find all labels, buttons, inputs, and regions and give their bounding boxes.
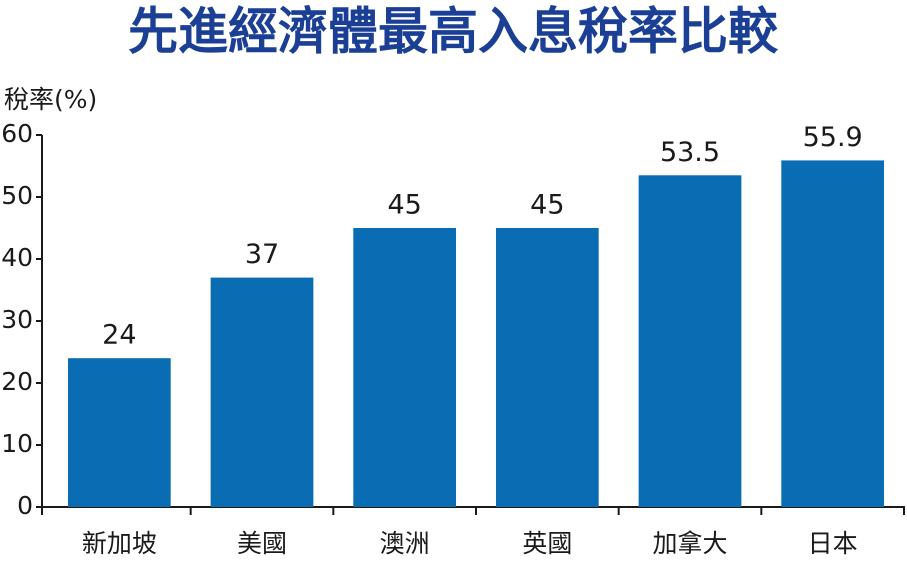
bar xyxy=(353,228,457,507)
y-tick-label: 40 xyxy=(1,243,33,272)
bar xyxy=(210,277,314,507)
x-tick-label: 加拿大 xyxy=(652,529,727,558)
x-tick-label: 英國 xyxy=(522,529,572,558)
y-tick-label: 0 xyxy=(17,491,33,520)
x-tick-label: 新加坡 xyxy=(82,529,157,558)
value-label: 24 xyxy=(102,320,136,351)
value-label: 53.5 xyxy=(660,137,720,168)
bar xyxy=(495,228,599,507)
chart-title: 先進經濟體最高入息稅率比較 xyxy=(128,3,779,61)
bar xyxy=(781,160,885,508)
value-label: 37 xyxy=(245,239,279,270)
x-tick-label: 美國 xyxy=(237,529,287,558)
bar xyxy=(67,358,171,507)
y-axis-label: 稅率(%) xyxy=(4,85,97,114)
value-label: 45 xyxy=(530,190,564,221)
y-tick-label: 50 xyxy=(1,181,33,210)
x-tick-label: 澳洲 xyxy=(380,529,430,558)
x-tick-label: 日本 xyxy=(808,529,858,558)
y-tick-label: 10 xyxy=(1,429,33,458)
value-label: 55.9 xyxy=(803,122,863,153)
value-label: 45 xyxy=(387,190,421,221)
bar xyxy=(638,175,742,508)
y-tick-label: 20 xyxy=(1,367,33,396)
y-tick-label: 60 xyxy=(1,119,33,148)
y-tick-label: 30 xyxy=(1,305,33,334)
